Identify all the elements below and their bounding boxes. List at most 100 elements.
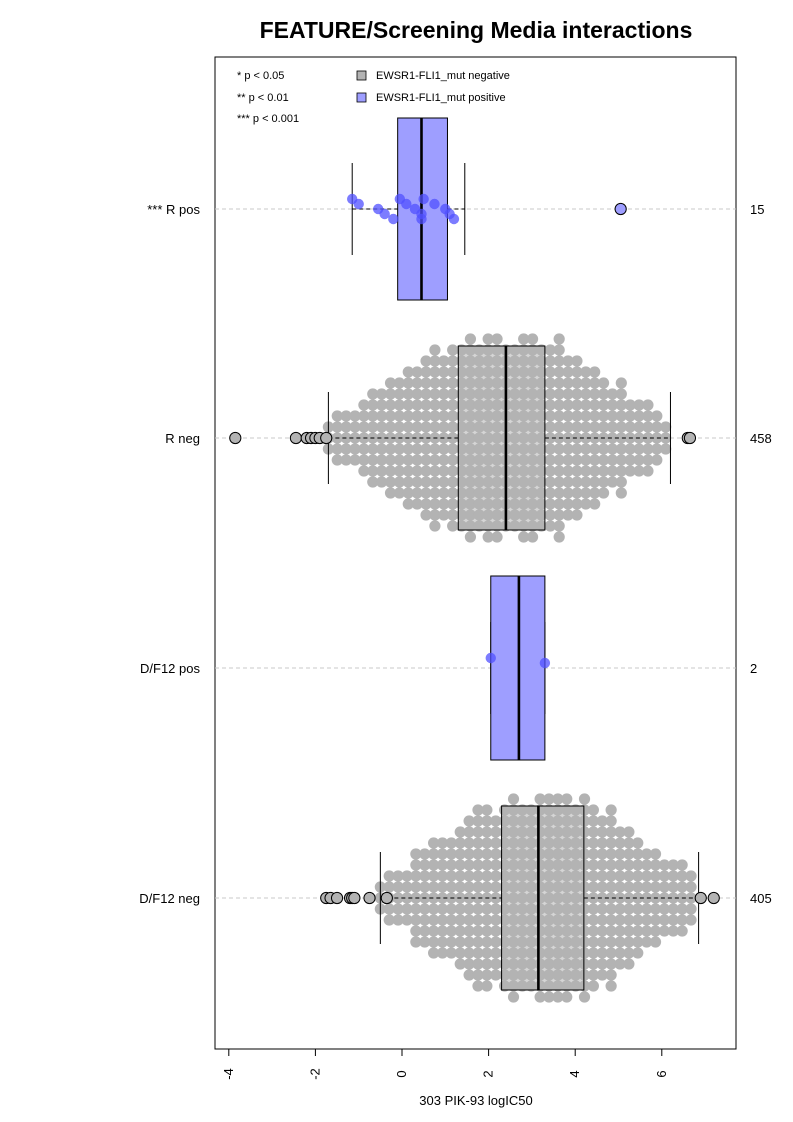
swarm-point bbox=[596, 859, 608, 871]
outlier-point bbox=[289, 431, 303, 445]
swarm-point bbox=[571, 509, 583, 521]
swarm-point bbox=[420, 388, 432, 400]
swarm-point bbox=[605, 892, 617, 904]
swarm-point bbox=[614, 958, 626, 970]
swarm-point bbox=[596, 914, 608, 926]
swarm-point bbox=[411, 487, 423, 499]
swarm-point bbox=[571, 355, 583, 367]
swarm-point bbox=[623, 958, 635, 970]
swarm-point bbox=[587, 848, 599, 860]
swarm-point bbox=[428, 936, 440, 948]
swarm-point bbox=[340, 410, 352, 422]
swarm-point bbox=[349, 454, 361, 466]
swarm-point bbox=[376, 443, 388, 455]
swarm-point bbox=[623, 947, 635, 959]
swarm-point bbox=[624, 465, 636, 477]
swarm-point bbox=[614, 925, 626, 937]
swarm-point bbox=[623, 859, 635, 871]
swarm-point bbox=[658, 914, 670, 926]
swarm-point bbox=[596, 826, 608, 838]
swarm-point bbox=[358, 465, 370, 477]
swarm-point bbox=[544, 355, 556, 367]
swarm-point bbox=[615, 421, 627, 433]
swarm-point bbox=[642, 432, 654, 444]
swarm-point bbox=[658, 925, 670, 937]
swarm-point bbox=[562, 355, 574, 367]
swarm-point bbox=[605, 947, 617, 959]
swarm-point bbox=[463, 925, 475, 937]
swarm-point bbox=[454, 859, 466, 871]
swarm-point bbox=[649, 881, 662, 893]
swarm-point bbox=[544, 432, 556, 444]
swarm-point bbox=[614, 914, 626, 926]
swarm-point bbox=[447, 399, 459, 411]
swarm-point bbox=[358, 454, 370, 466]
swarm-point bbox=[632, 859, 644, 871]
swarm-point bbox=[454, 848, 466, 860]
swarm-point bbox=[571, 498, 583, 510]
swarm-point bbox=[447, 476, 459, 488]
swarm-point bbox=[614, 837, 626, 849]
swarm-point bbox=[605, 980, 617, 992]
swarm-point bbox=[491, 531, 503, 543]
swarm-point bbox=[436, 837, 449, 849]
swarm-point bbox=[518, 531, 530, 543]
swarm-point bbox=[393, 487, 406, 499]
swarm-point bbox=[331, 454, 343, 466]
swarm-point bbox=[367, 421, 379, 433]
swarm-point bbox=[667, 859, 679, 871]
swarm-point bbox=[438, 399, 450, 411]
swarm-point bbox=[411, 476, 423, 488]
swarm-point bbox=[641, 870, 653, 882]
swarm-point bbox=[597, 410, 610, 422]
swarm-point bbox=[544, 487, 556, 499]
swarm-point bbox=[632, 914, 644, 926]
swarm-point bbox=[544, 344, 556, 356]
swarm-point bbox=[472, 870, 484, 882]
swarm-point bbox=[445, 925, 457, 937]
swarm-point bbox=[606, 432, 619, 444]
swarm-point bbox=[490, 958, 502, 970]
swarm-point bbox=[605, 925, 617, 937]
swarm-point bbox=[624, 410, 636, 422]
outlier-point bbox=[380, 891, 393, 905]
swarm-point bbox=[436, 947, 449, 959]
swarm-point bbox=[454, 936, 466, 948]
swarm-point bbox=[490, 903, 502, 915]
swarm-point bbox=[526, 531, 539, 543]
swarm-point bbox=[463, 859, 475, 871]
swarm-point bbox=[445, 870, 457, 882]
swarm-point bbox=[445, 903, 457, 915]
swarm-point bbox=[481, 958, 493, 970]
swarm-point bbox=[580, 410, 592, 422]
swarm-point bbox=[490, 826, 502, 838]
swarm-point bbox=[472, 936, 484, 948]
swarm-point bbox=[651, 410, 663, 422]
swarm-point bbox=[454, 837, 466, 849]
swarm-point bbox=[615, 454, 627, 466]
group-label: D/F12 neg bbox=[139, 891, 200, 906]
swarm-point bbox=[376, 410, 388, 422]
swarm-point bbox=[445, 914, 457, 926]
swarm-point bbox=[481, 837, 493, 849]
swarm-point bbox=[481, 881, 493, 893]
swarm-point bbox=[561, 991, 573, 1003]
swarm-point bbox=[642, 399, 654, 411]
box-negative bbox=[501, 805, 585, 991]
group-count: 15 bbox=[750, 202, 764, 217]
swarm-point bbox=[401, 914, 413, 926]
swarm-point bbox=[632, 870, 644, 882]
swarm-point bbox=[526, 333, 539, 345]
swarm-point bbox=[358, 399, 370, 411]
swarm-point bbox=[482, 531, 494, 543]
swarm-point bbox=[367, 465, 379, 477]
swarm-point bbox=[490, 870, 502, 882]
swarm-point bbox=[481, 848, 493, 860]
swarm-point bbox=[562, 388, 574, 400]
data-point bbox=[379, 208, 390, 220]
swarm-point bbox=[587, 980, 599, 992]
swarm-point bbox=[428, 903, 440, 915]
swarm-point bbox=[393, 443, 406, 455]
swarm-point bbox=[410, 848, 422, 860]
swarm-point bbox=[614, 881, 626, 893]
